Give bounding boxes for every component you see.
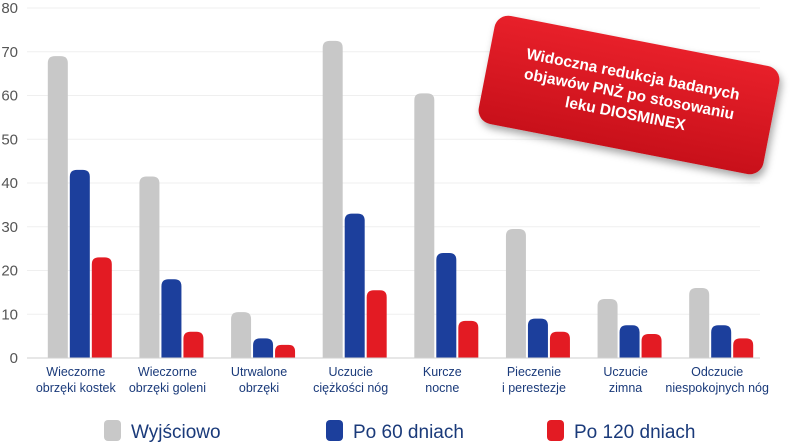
bar-day120 bbox=[641, 333, 662, 358]
bar-day120 bbox=[183, 331, 204, 358]
y-tick-label: 50 bbox=[1, 131, 18, 148]
bar-baseline bbox=[322, 40, 343, 358]
bar-day120 bbox=[549, 331, 570, 358]
y-tick-label: 70 bbox=[1, 44, 18, 61]
y-tick-label: 80 bbox=[1, 0, 18, 17]
bar-baseline bbox=[597, 298, 618, 358]
category-label: nocne bbox=[425, 381, 459, 395]
legend-label: Po 120 dniach bbox=[574, 422, 696, 443]
bar-day60 bbox=[711, 325, 732, 358]
bar-day120 bbox=[458, 320, 479, 358]
category-label: Wieczorne bbox=[138, 365, 197, 379]
category-label: obrzęki bbox=[239, 381, 279, 395]
category-label: i perestezje bbox=[502, 381, 566, 395]
category-label: Uczucie bbox=[328, 365, 373, 379]
y-tick-label: 0 bbox=[10, 350, 18, 367]
bar-day60 bbox=[436, 253, 457, 358]
bar-day120 bbox=[733, 338, 754, 358]
legend-swatch bbox=[104, 420, 121, 441]
bar-baseline bbox=[689, 288, 710, 358]
category-label: obrzęki goleni bbox=[129, 381, 206, 395]
y-tick-label: 20 bbox=[1, 263, 18, 280]
bar-day120 bbox=[275, 344, 296, 358]
category-label: Pieczenie bbox=[507, 365, 561, 379]
bar-day60 bbox=[527, 318, 548, 358]
y-tick-label: 10 bbox=[1, 306, 18, 323]
category-label: zimna bbox=[609, 381, 642, 395]
bar-day120 bbox=[91, 257, 112, 358]
bar-day60 bbox=[69, 169, 90, 358]
category-label: niespokojnych nóg bbox=[665, 381, 769, 395]
category-label: ciężkości nóg bbox=[313, 381, 388, 395]
legend-label: Wyjściowo bbox=[131, 422, 221, 443]
legend-label: Po 60 dniach bbox=[353, 422, 464, 443]
legend: Wyjściowo Po 60 dniach Po 120 dniach bbox=[104, 420, 696, 443]
category-label: Wieczorne bbox=[46, 365, 105, 379]
bar-day60 bbox=[619, 325, 640, 358]
bar-day60 bbox=[161, 279, 182, 358]
category-label: Utrwalone bbox=[231, 365, 287, 379]
bar-baseline bbox=[414, 93, 435, 358]
bars bbox=[47, 40, 754, 358]
bar-baseline bbox=[139, 176, 160, 358]
bar-baseline bbox=[231, 312, 252, 358]
legend-swatch bbox=[326, 420, 343, 441]
category-label: Kurcze bbox=[423, 365, 462, 379]
x-category-labels: Wieczorne obrzęki kostek Wieczorne obrzęki … bbox=[36, 365, 769, 395]
y-tick-labels: 0 10 20 30 40 50 60 70 80 bbox=[1, 0, 18, 367]
legend-swatch bbox=[547, 420, 564, 441]
bar-day120 bbox=[366, 290, 387, 358]
bar-day60 bbox=[253, 338, 274, 358]
y-tick-label: 40 bbox=[1, 175, 18, 192]
y-tick-label: 30 bbox=[1, 219, 18, 236]
y-tick-label: 60 bbox=[1, 88, 18, 105]
bar-day60 bbox=[344, 213, 365, 358]
category-label: Uczucie bbox=[603, 365, 648, 379]
category-label: Odczucie bbox=[691, 365, 743, 379]
bar-baseline bbox=[505, 228, 526, 358]
category-label: obrzęki kostek bbox=[36, 381, 117, 395]
bar-baseline bbox=[47, 56, 68, 358]
